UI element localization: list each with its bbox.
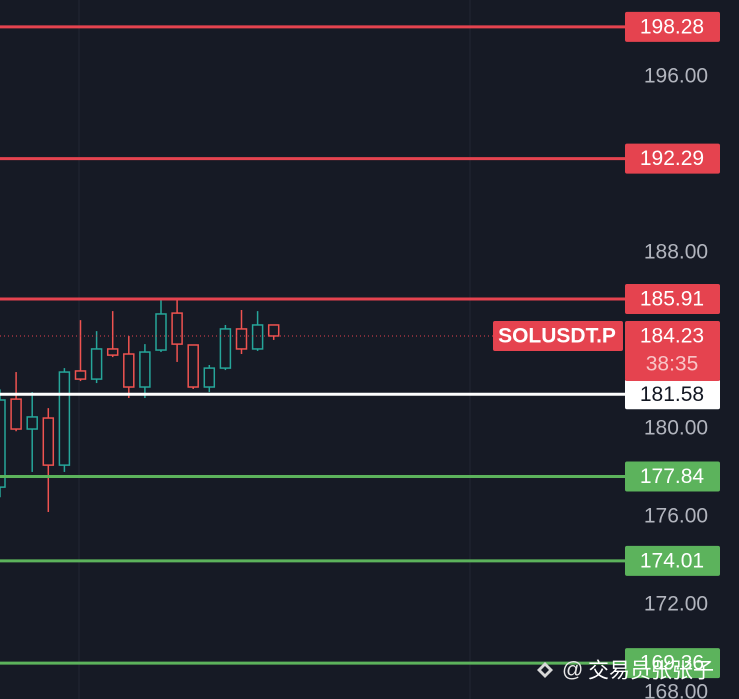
plot bbox=[0, 25, 625, 665]
candle-body bbox=[106, 348, 119, 356]
watermark-at: @ bbox=[562, 659, 583, 682]
level-label-box bbox=[625, 284, 720, 315]
candle-body bbox=[235, 328, 248, 350]
price-label: 184.23 bbox=[640, 325, 704, 348]
candle-body bbox=[155, 313, 167, 351]
candle-body bbox=[123, 353, 135, 388]
countdown-label: 38:35 bbox=[646, 353, 699, 376]
price-axis: 196.00 188.00 180.00 176.00 172.00 168.00 198.… bbox=[493, 11, 720, 699]
watermark: @ 交易员张张子 bbox=[537, 659, 714, 683]
candle-body bbox=[26, 416, 38, 430]
watermark-text: 交易员张张子 bbox=[588, 660, 714, 683]
y-tick-label: 168.00 bbox=[644, 681, 708, 699]
y-tick-label: 176.00 bbox=[644, 505, 708, 528]
candle-body bbox=[10, 398, 22, 430]
y-tick-label: 196.00 bbox=[644, 65, 708, 88]
level-label-box bbox=[625, 648, 720, 679]
candle-body bbox=[0, 399, 6, 488]
symbol-label: SOLUSDT.P bbox=[498, 325, 616, 348]
level-label: 177.84 bbox=[640, 465, 705, 488]
level-label-box bbox=[625, 143, 720, 174]
level-label-box bbox=[625, 11, 720, 42]
level-label-box bbox=[625, 545, 720, 576]
level-label: 198.28 bbox=[640, 15, 704, 38]
candle-body bbox=[74, 370, 87, 380]
candle-body bbox=[171, 312, 183, 345]
level-label: 169.36 bbox=[640, 652, 704, 675]
symbol-label-box bbox=[493, 320, 623, 351]
candle-body bbox=[42, 417, 55, 466]
y-tick-label: 180.00 bbox=[644, 417, 708, 440]
candle-body bbox=[187, 344, 199, 388]
level-label: 185.91 bbox=[640, 288, 704, 311]
candle-body bbox=[139, 351, 151, 388]
candle-body bbox=[90, 348, 103, 380]
level-label-box bbox=[625, 379, 720, 410]
candle-body bbox=[203, 367, 216, 388]
y-tick-label: 172.00 bbox=[644, 593, 708, 616]
candle-body bbox=[219, 328, 232, 369]
level-label: 192.29 bbox=[640, 147, 704, 170]
candle-body bbox=[58, 371, 71, 466]
price-label-box bbox=[625, 320, 720, 381]
candle-body bbox=[251, 324, 264, 350]
level-label: 174.01 bbox=[640, 549, 704, 572]
level-label-box bbox=[625, 461, 720, 492]
level-label: 181.58 bbox=[640, 383, 704, 406]
watermark-logo bbox=[537, 662, 553, 678]
candle-body bbox=[267, 324, 280, 337]
y-tick-label: 188.00 bbox=[644, 241, 708, 264]
